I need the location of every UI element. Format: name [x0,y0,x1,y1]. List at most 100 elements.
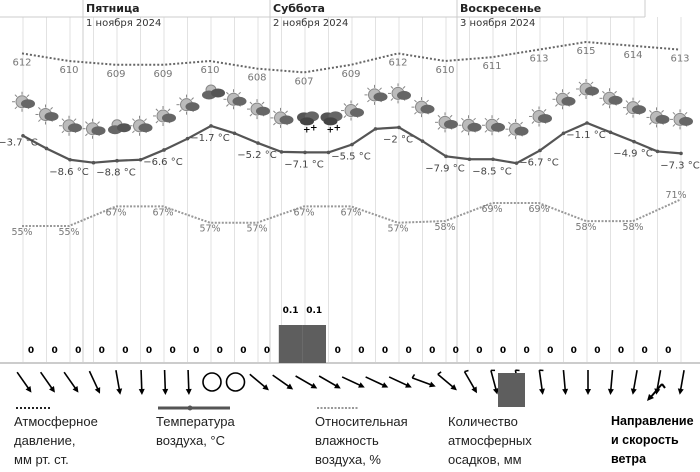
partly-cloudy-icon [270,107,294,128]
wind-arrow-icon [272,374,294,390]
snow-icon: + + [297,111,319,135]
wind-arrow-icon [39,371,55,393]
temperature-point [232,131,237,136]
head [72,386,79,393]
temperature-point [467,157,472,162]
precipitation-label: 0 [240,346,246,356]
head [381,382,389,388]
wind-arrow-icon [16,371,32,393]
temperature-point [491,157,495,162]
precipitation-label: 0.1 [283,306,299,316]
wind-arrow-icon [463,369,477,394]
temperature-label: −8.6 °C [49,167,88,178]
precipitation-bar [302,325,326,363]
barb [464,369,469,373]
precipitation-label: 0 [405,346,411,356]
head [162,388,169,395]
pressure-label: 610 [200,65,219,76]
temperature-point [679,151,683,156]
cloud [655,114,670,124]
cloud [44,111,59,121]
temperature-point [632,139,636,144]
cloud [68,123,82,133]
pressure-label: 611 [482,61,501,72]
head [138,388,145,395]
partly-cloudy-icon [35,104,59,125]
temperature-point [444,154,448,159]
head [25,386,32,393]
cloud [162,113,176,123]
temperature-point [21,133,25,138]
head [94,387,101,394]
temperature-point [397,125,401,130]
partly-cloudy-icon [552,89,576,110]
partly-cloudy-icon [623,97,646,118]
temperature-label: −2 °C [383,134,413,145]
temperature-point [655,149,660,154]
head [358,382,365,388]
cloud [561,96,576,106]
wind-arrow-icon [411,374,436,388]
wind-arrow-icon [677,370,685,395]
partly-cloudy-icon [82,118,106,139]
shaft [115,370,121,392]
snowflake: + [310,123,318,133]
day-date: 2 ноября 2024 [273,18,348,29]
cloud [514,126,529,136]
shaft [490,370,498,391]
wind-arrow-icon [63,371,79,393]
head [116,388,123,395]
temperature-label: −5.2 °C [237,150,276,161]
wind-arrow-icon [630,370,638,395]
shaft [609,369,614,392]
wind-arrow-icon [538,369,545,395]
cloud [585,86,599,96]
pressure-label: 609 [153,69,172,80]
snow-icon: + + [320,111,343,135]
precipitation-label: 0 [335,346,341,356]
humidity-line [22,198,681,227]
temperature-point [326,150,331,155]
wind-arrow-icon [185,369,192,395]
partly-cloudy-icon [670,109,693,130]
cloud [444,119,458,129]
shaft [249,373,267,389]
partly-cloudy-icon [529,106,552,127]
temperature-point [44,146,49,151]
forecast-chart: Пятница 1 ноября 2024 Суббота 2 ноября 2024… [0,0,700,395]
temperature-point [209,124,213,128]
precipitation-label: 0 [358,346,364,356]
cloud [350,108,364,118]
legend-pressure-label: Атмосферное давление, мм рт. ст. [14,414,98,467]
shaft [163,369,167,392]
pressure-label: 614 [623,50,642,61]
humidity-label: 67% [105,207,126,218]
temperature-label: −6.6 °C [143,157,182,168]
legend-humidity-label: Относительная влажность воздуха, % [315,414,408,467]
cloud [323,117,338,126]
cloud [420,104,435,114]
humidity-label: 69% [528,204,549,215]
precipitation-label: 0.1 [306,306,322,316]
shaft [140,369,143,392]
wind-arrow-icon [585,370,591,395]
precipitation-label: 0 [51,346,57,356]
precipitation-label: 0 [618,346,624,356]
shaft [679,370,685,392]
pressure-label: 612 [12,57,31,68]
barb [539,369,544,372]
partly-cloudy-icon [411,97,435,118]
cloud [91,126,106,136]
precipitation-bar [278,325,303,363]
precipitation-label: 0 [264,346,270,356]
shaft [411,377,433,386]
humidity-label: 57% [387,224,408,235]
calm-wind-icon [225,372,246,392]
partly-cloudy-icon [176,94,200,115]
temperature-label: −8.5 °C [472,166,511,177]
precipitation-label: 0 [523,346,529,356]
precipitation-label: 0 [429,346,435,356]
day-name: Пятница [86,2,140,15]
humidity-label: 69% [481,204,502,215]
precipitation-label: 0 [146,346,152,356]
